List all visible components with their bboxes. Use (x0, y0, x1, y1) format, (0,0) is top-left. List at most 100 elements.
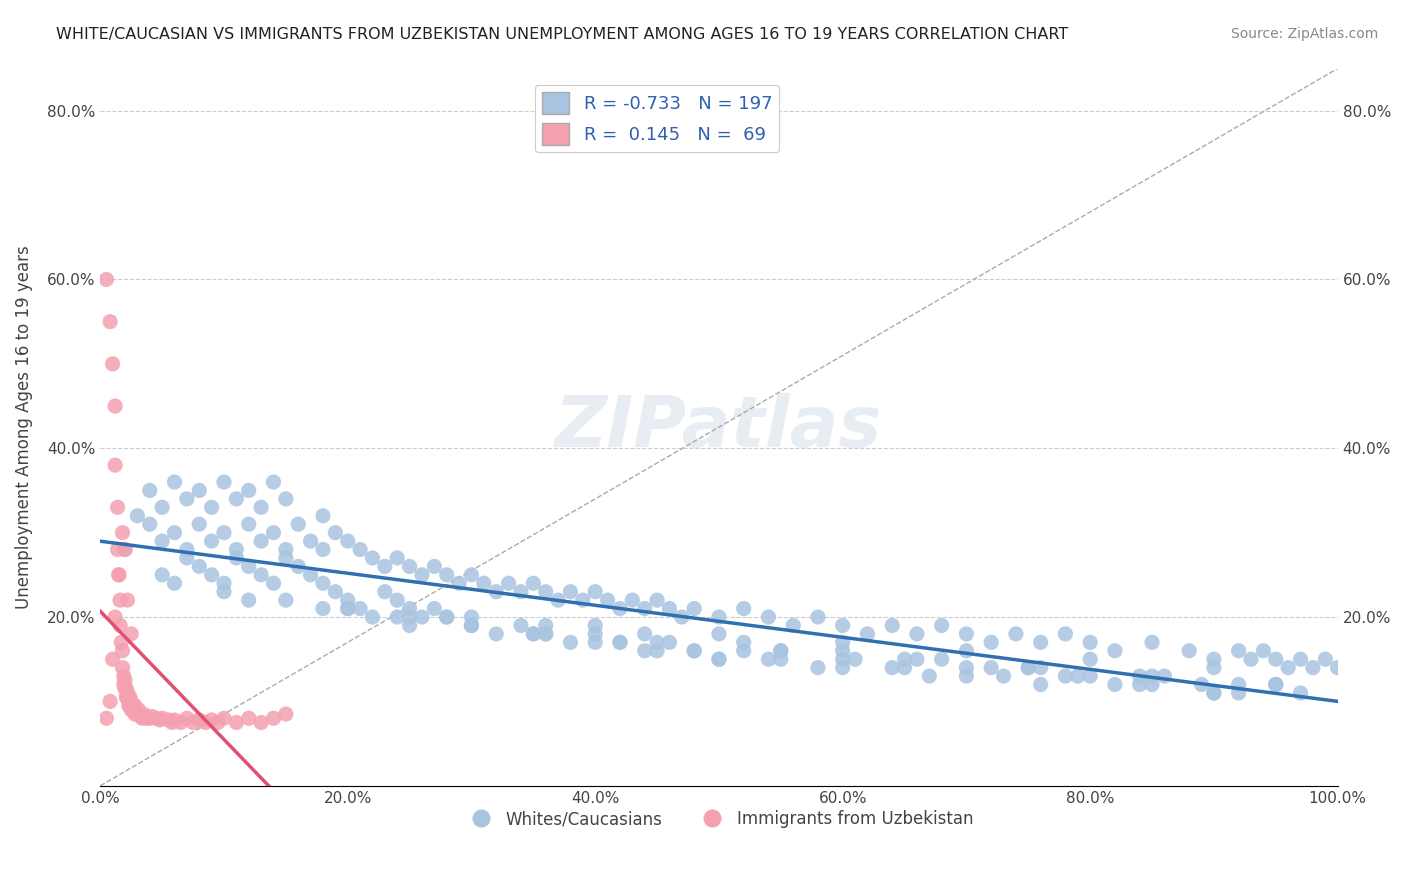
Point (683, 601, 706, 615)
Point (349, 601, 371, 615)
Point (931, 652, 953, 666)
Point (955, 660, 977, 674)
Point (110, 635, 132, 649)
Point (547, 593, 569, 607)
Point (882, 618, 904, 632)
Point (1078, 652, 1101, 666)
Point (163, 525, 186, 540)
Point (212, 525, 235, 540)
Point (117, 690, 139, 705)
Point (980, 660, 1002, 674)
Point (955, 627, 977, 641)
Point (225, 542, 247, 557)
Point (1178, 644, 1201, 658)
Point (188, 517, 211, 532)
Point (108, 567, 131, 582)
Point (583, 635, 606, 649)
Point (299, 567, 322, 582)
Point (955, 644, 977, 658)
Point (1140, 635, 1163, 649)
Point (176, 491, 198, 506)
Point (163, 576, 186, 591)
Point (609, 635, 631, 649)
Point (1202, 652, 1225, 666)
Point (485, 584, 508, 599)
Point (485, 627, 508, 641)
Text: WHITE/CAUCASIAN VS IMMIGRANTS FROM UZBEKISTAN UNEMPLOYMENT AMONG AGES 16 TO 19 Y: WHITE/CAUCASIAN VS IMMIGRANTS FROM UZBEK… (56, 27, 1069, 42)
Point (1005, 627, 1028, 641)
Point (120, 627, 142, 641)
Point (150, 500, 173, 515)
Point (387, 593, 409, 607)
Point (560, 584, 582, 599)
Point (125, 703, 148, 717)
Point (1240, 652, 1263, 666)
Point (844, 652, 866, 666)
Point (238, 517, 260, 532)
Point (1029, 635, 1052, 649)
Point (645, 593, 668, 607)
Point (108, 567, 131, 582)
Point (188, 483, 211, 498)
Point (1315, 652, 1337, 666)
Point (101, 357, 124, 371)
Point (1227, 644, 1250, 658)
Point (250, 715, 273, 730)
Point (374, 584, 396, 599)
Point (274, 551, 297, 566)
Point (398, 559, 420, 574)
Point (104, 610, 127, 624)
Point (1054, 669, 1077, 683)
Point (176, 542, 198, 557)
Point (238, 483, 260, 498)
Point (634, 601, 657, 615)
Point (733, 635, 755, 649)
Point (510, 618, 533, 632)
Point (621, 593, 644, 607)
Point (634, 644, 657, 658)
Point (157, 713, 180, 727)
Point (361, 610, 384, 624)
Point (170, 715, 193, 730)
Point (201, 500, 224, 515)
Point (263, 475, 285, 489)
Point (980, 635, 1002, 649)
Legend: Whites/Caucasians, Immigrants from Uzbekistan: Whites/Caucasians, Immigrants from Uzbek… (457, 804, 980, 835)
Point (807, 610, 830, 624)
Point (104, 458, 127, 472)
Point (498, 576, 520, 591)
Point (460, 618, 482, 632)
Point (238, 593, 260, 607)
Point (522, 627, 544, 641)
Point (572, 593, 595, 607)
Point (127, 707, 149, 722)
Point (658, 635, 681, 649)
Point (336, 593, 359, 607)
Point (671, 610, 693, 624)
Point (1104, 677, 1126, 691)
Point (831, 635, 853, 649)
Point (299, 534, 322, 549)
Point (112, 669, 135, 683)
Point (534, 618, 557, 632)
Point (522, 576, 544, 591)
Point (312, 601, 335, 615)
Point (831, 660, 853, 674)
Point (1264, 677, 1286, 691)
Point (609, 635, 631, 649)
Point (325, 525, 347, 540)
Point (150, 534, 173, 549)
Point (287, 517, 309, 532)
Point (274, 707, 297, 722)
Point (460, 618, 482, 632)
Point (522, 627, 544, 641)
Point (114, 542, 136, 557)
Point (1140, 669, 1163, 683)
Point (634, 627, 657, 641)
Point (658, 601, 681, 615)
Point (312, 542, 335, 557)
Point (1191, 677, 1213, 691)
Point (287, 559, 309, 574)
Point (423, 559, 446, 574)
Point (120, 703, 142, 717)
